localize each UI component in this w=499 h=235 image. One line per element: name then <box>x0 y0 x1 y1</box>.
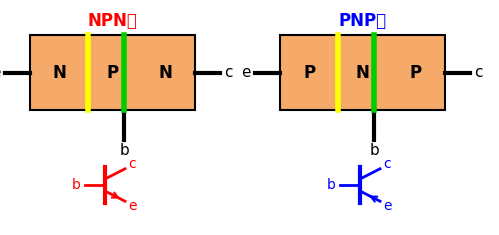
Text: e: e <box>128 199 137 213</box>
Text: e: e <box>383 199 392 213</box>
Text: P: P <box>409 63 421 82</box>
Text: NPN型: NPN型 <box>87 12 137 30</box>
Text: P: P <box>106 63 119 82</box>
Text: P: P <box>303 63 316 82</box>
Text: N: N <box>53 63 67 82</box>
Bar <box>30 35 195 110</box>
Text: e: e <box>0 65 1 80</box>
Text: N: N <box>356 63 369 82</box>
Text: b: b <box>72 178 81 192</box>
Text: c: c <box>383 157 391 171</box>
Text: N: N <box>158 63 172 82</box>
Text: c: c <box>474 65 483 80</box>
Text: b: b <box>327 178 336 192</box>
Text: PNP型: PNP型 <box>338 12 387 30</box>
Text: e: e <box>242 65 251 80</box>
Text: b: b <box>369 143 379 158</box>
Text: b: b <box>119 143 129 158</box>
Bar <box>280 35 445 110</box>
Text: c: c <box>128 157 136 171</box>
Text: c: c <box>224 65 233 80</box>
